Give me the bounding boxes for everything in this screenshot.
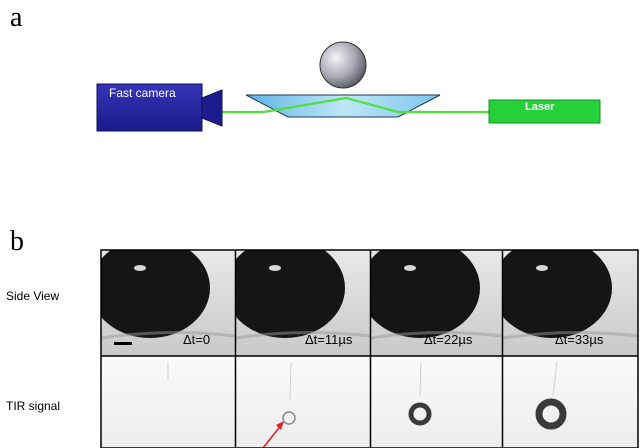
- panel-b-label: b: [10, 226, 24, 257]
- sphere: [319, 41, 367, 89]
- tir-frames: [167, 361, 567, 448]
- side-frame-2: [236, 250, 370, 340]
- side-frame-3: [371, 250, 502, 340]
- time-label-1: Δt=0: [183, 332, 211, 347]
- tir-ring-3: [408, 402, 432, 426]
- laser-box: [488, 99, 601, 124]
- tir-ring-2: [282, 411, 296, 425]
- red-arrow-head: [276, 421, 284, 430]
- time-label-2: Δt=11µs: [305, 332, 353, 347]
- time-label-3: Δt=22µs: [424, 332, 473, 347]
- side-view-frames: [101, 250, 638, 345]
- scale-bar: [114, 342, 132, 345]
- red-arrow: [262, 423, 283, 448]
- fast-camera-label: Fast camera: [109, 86, 176, 100]
- fast-camera-body: [96, 83, 203, 132]
- time-label-4: Δt=33µs: [555, 332, 604, 347]
- side-frame-4: [503, 250, 638, 340]
- camera-lens: [201, 89, 223, 127]
- laser-label: Laser: [525, 101, 555, 113]
- side-view-label: Side View: [6, 289, 60, 303]
- side-frame-1: [101, 250, 235, 340]
- grid-lines: [100, 249, 639, 448]
- laser-beam: [222, 96, 490, 114]
- tir-signal-label: TIR signal: [6, 399, 61, 413]
- panel-a-label: a: [10, 2, 23, 33]
- tir-ring-4: [535, 398, 567, 430]
